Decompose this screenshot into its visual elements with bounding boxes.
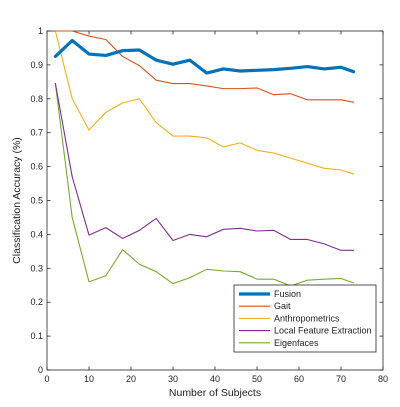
y-tick-label: 0 (38, 365, 43, 375)
legend: Fusion Gait Anthropometrics Local Feature E… (233, 284, 377, 353)
legend-label: Local Feature Extraction (274, 326, 372, 336)
x-tick-label: 10 (84, 374, 94, 384)
series-line-eigenfaces (54, 83, 355, 287)
series-line-fusion (53, 38, 356, 75)
y-tick-label: 0.8 (30, 94, 43, 104)
y-axis-label: Classification Accuracy (%) (11, 137, 23, 264)
series-lines (53, 30, 356, 287)
x-tick-label: 30 (168, 374, 178, 384)
legend-label: Gait (274, 301, 291, 311)
legend-label: Fusion (274, 289, 301, 299)
x-tick-label: 0 (44, 374, 49, 384)
x-axis-label: Number of Subjects (169, 387, 261, 399)
y-tick-label: 0.5 (30, 196, 43, 206)
legend-label: Eigenfaces (274, 338, 319, 348)
y-tick-label: 0.7 (30, 128, 43, 138)
series-line-anthropometrics (54, 30, 355, 175)
y-tick-label: 1 (38, 26, 43, 36)
legend-label: Anthropometrics (274, 313, 340, 323)
x-tick-label: 40 (210, 374, 220, 384)
axis-ticks: 0 10 20 30 40 50 60 70 80 0 0.1 0.2 0.3 0.4 0.5 0.6 0.7 0… (30, 26, 388, 384)
x-tick-label: 80 (378, 374, 388, 384)
x-tick-label: 60 (294, 374, 304, 384)
x-tick-label: 70 (336, 374, 346, 384)
x-tick-label: 20 (126, 374, 136, 384)
y-tick-label: 0.2 (30, 297, 43, 307)
y-tick-label: 0.6 (30, 162, 43, 172)
y-tick-label: 0.9 (30, 60, 43, 70)
y-tick-label: 0.4 (30, 229, 43, 239)
y-tick-label: 0.3 (30, 263, 43, 273)
series-line-local-feature-extraction (54, 83, 355, 251)
y-tick-label: 0.1 (30, 331, 43, 341)
x-tick-label: 50 (252, 374, 262, 384)
series-line-gait (54, 30, 355, 103)
